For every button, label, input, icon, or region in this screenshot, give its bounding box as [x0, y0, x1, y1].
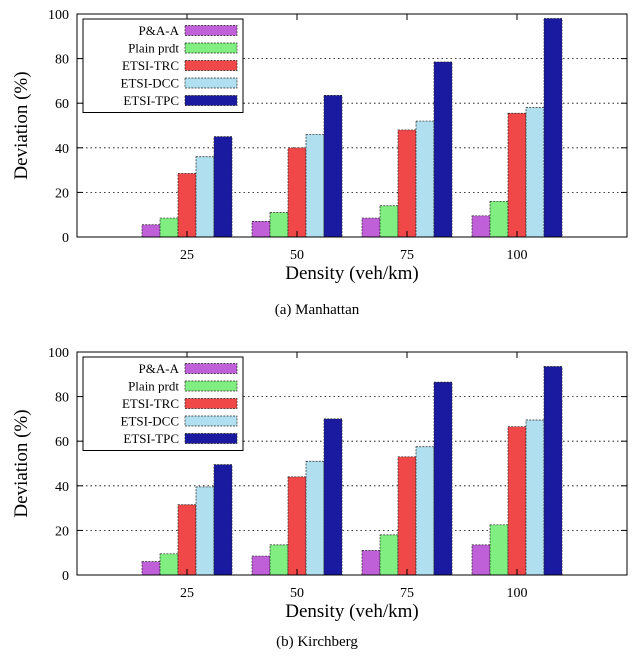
x-tick-label: 50: [290, 248, 304, 263]
bar-etsi-trc-100: [507, 112, 527, 238]
legend-label-plain-prdt: Plain prdt: [128, 379, 179, 394]
x-tick-label: 50: [290, 586, 304, 601]
bar-etsi-trc-50: [287, 476, 307, 576]
y-tick-label: 100: [48, 8, 69, 23]
bar-plain-prdt-25: [159, 553, 179, 576]
legend-label-etsi-dcc: ETSI-DCC: [121, 76, 180, 91]
bar-etsi-tpc-100: [543, 18, 563, 238]
legend-swatch-etsi-trc: [184, 398, 238, 409]
bar-plain-prdt-75: [379, 534, 399, 576]
bar-etsi-dcc-100: [525, 419, 545, 576]
y-tick-label: 40: [55, 480, 69, 495]
y-tick-label: 60: [55, 435, 69, 450]
legend-label-etsi-trc: ETSI-TRC: [122, 58, 179, 73]
bar-plain-prdt-75: [379, 205, 399, 238]
bar-p-a-a-75: [361, 217, 381, 238]
legend-swatch-p-a-a: [184, 363, 238, 374]
legend-swatch-etsi-dcc: [184, 77, 238, 89]
x-tick-label: 25: [180, 248, 194, 263]
y-tick-label: 40: [55, 142, 69, 157]
legend-swatch-plain-prdt: [184, 42, 238, 54]
bar-etsi-tpc-100: [543, 366, 563, 576]
bar-etsi-trc-25: [177, 173, 197, 238]
legend-swatch-etsi-tpc: [184, 433, 238, 444]
bar-etsi-trc-50: [287, 147, 307, 238]
bar-etsi-trc-25: [177, 504, 197, 576]
legend-label-etsi-tpc: ETSI-TPC: [123, 93, 179, 108]
bar-p-a-a-100: [471, 215, 491, 238]
x-tick-label: 75: [400, 586, 414, 601]
bar-p-a-a-50: [251, 555, 271, 576]
bar-etsi-tpc-50: [323, 418, 343, 576]
x-tick-label: 100: [507, 586, 528, 601]
legend-label-etsi-trc: ETSI-TRC: [122, 396, 179, 411]
y-tick-label: 100: [48, 346, 69, 361]
bar-etsi-dcc-25: [195, 156, 215, 238]
bar-plain-prdt-50: [269, 544, 289, 576]
plot-frame: [76, 351, 628, 576]
x-axis-label: Density (veh/km): [285, 601, 419, 622]
bar-plain-prdt-100: [489, 200, 509, 238]
bar-etsi-dcc-100: [525, 107, 545, 238]
legend: P&A-A Plain prdt ETSI-TRC ETSI-DCC ETSI-TPC: [82, 356, 244, 451]
bar-etsi-dcc-50: [305, 460, 325, 576]
legend-label-plain-prdt: Plain prdt: [128, 41, 179, 56]
bar-etsi-tpc-25: [213, 464, 233, 576]
legend-swatch-etsi-trc: [184, 60, 238, 71]
y-axis-label: Deviation (%): [11, 409, 32, 517]
y-tick-label: 0: [62, 231, 69, 246]
bar-p-a-a-50: [251, 221, 271, 238]
bar-etsi-tpc-75: [433, 381, 453, 576]
y-tick-label: 20: [55, 524, 69, 539]
bar-etsi-tpc-50: [323, 95, 343, 238]
legend-swatch-p-a-a: [184, 25, 238, 36]
bar-etsi-trc-75: [397, 456, 417, 576]
y-axis-label: Deviation (%): [11, 71, 32, 179]
chart-panel-kirchberg: 0 20 40 60 80 100 25 50 75 100 Density (veh/km) Dev…: [0, 338, 634, 660]
legend: P&A-A Plain prdt ETSI-TRC ETSI-DCC ETSI-TPC: [82, 18, 244, 113]
bar-plain-prdt-25: [159, 217, 179, 238]
bar-etsi-trc-100: [507, 426, 527, 576]
bar-etsi-trc-75: [397, 129, 417, 238]
legend-swatch-etsi-dcc: [184, 415, 238, 427]
bar-etsi-tpc-75: [433, 61, 453, 238]
legend-swatch-plain-prdt: [184, 380, 238, 392]
bar-plain-prdt-50: [269, 212, 289, 238]
bar-p-a-a-25: [141, 224, 161, 238]
bar-etsi-dcc-75: [415, 120, 435, 238]
bar-etsi-tpc-25: [213, 136, 233, 238]
legend-label-p-a-a: P&A-A: [139, 23, 180, 38]
bar-etsi-dcc-75: [415, 446, 435, 576]
chart-panel-manhattan: 0 20 40 60 80 100 25 50 75 100 Density (veh/km) Dev…: [11, 8, 628, 318]
bar-p-a-a-25: [141, 561, 161, 576]
y-tick-label: 0: [62, 569, 69, 584]
y-tick-label: 20: [55, 186, 69, 201]
bar-p-a-a-75: [361, 550, 381, 576]
legend-label-etsi-dcc: ETSI-DCC: [121, 414, 180, 429]
x-tick-label: 75: [400, 248, 414, 263]
legend-label-etsi-tpc: ETSI-TPC: [123, 431, 179, 446]
chart-kirchberg: 0 20 40 60 80 100 25 50 75 100 Density (veh/km) Dev…: [11, 346, 628, 622]
legend-label-p-a-a: P&A-A: [139, 361, 180, 376]
bar-p-a-a-100: [471, 544, 491, 576]
bar-etsi-dcc-50: [305, 134, 325, 238]
caption-manhattan: (a) Manhattan: [274, 302, 360, 318]
x-tick-label: 100: [507, 248, 528, 263]
x-axis-label: Density (veh/km): [285, 263, 419, 284]
caption-kirchberg: (b) Kirchberg: [276, 634, 358, 650]
chart-manhattan: 0 20 40 60 80 100 25 50 75 100 Density (veh/km) Dev…: [11, 8, 628, 284]
bar-plain-prdt-100: [489, 524, 509, 576]
plot-frame: [76, 13, 628, 238]
bar-etsi-dcc-25: [195, 486, 215, 576]
y-tick-label: 60: [55, 97, 69, 112]
y-tick-label: 80: [55, 391, 69, 406]
x-tick-label: 25: [180, 586, 194, 601]
y-tick-label: 80: [55, 53, 69, 68]
legend-swatch-etsi-tpc: [184, 95, 238, 106]
